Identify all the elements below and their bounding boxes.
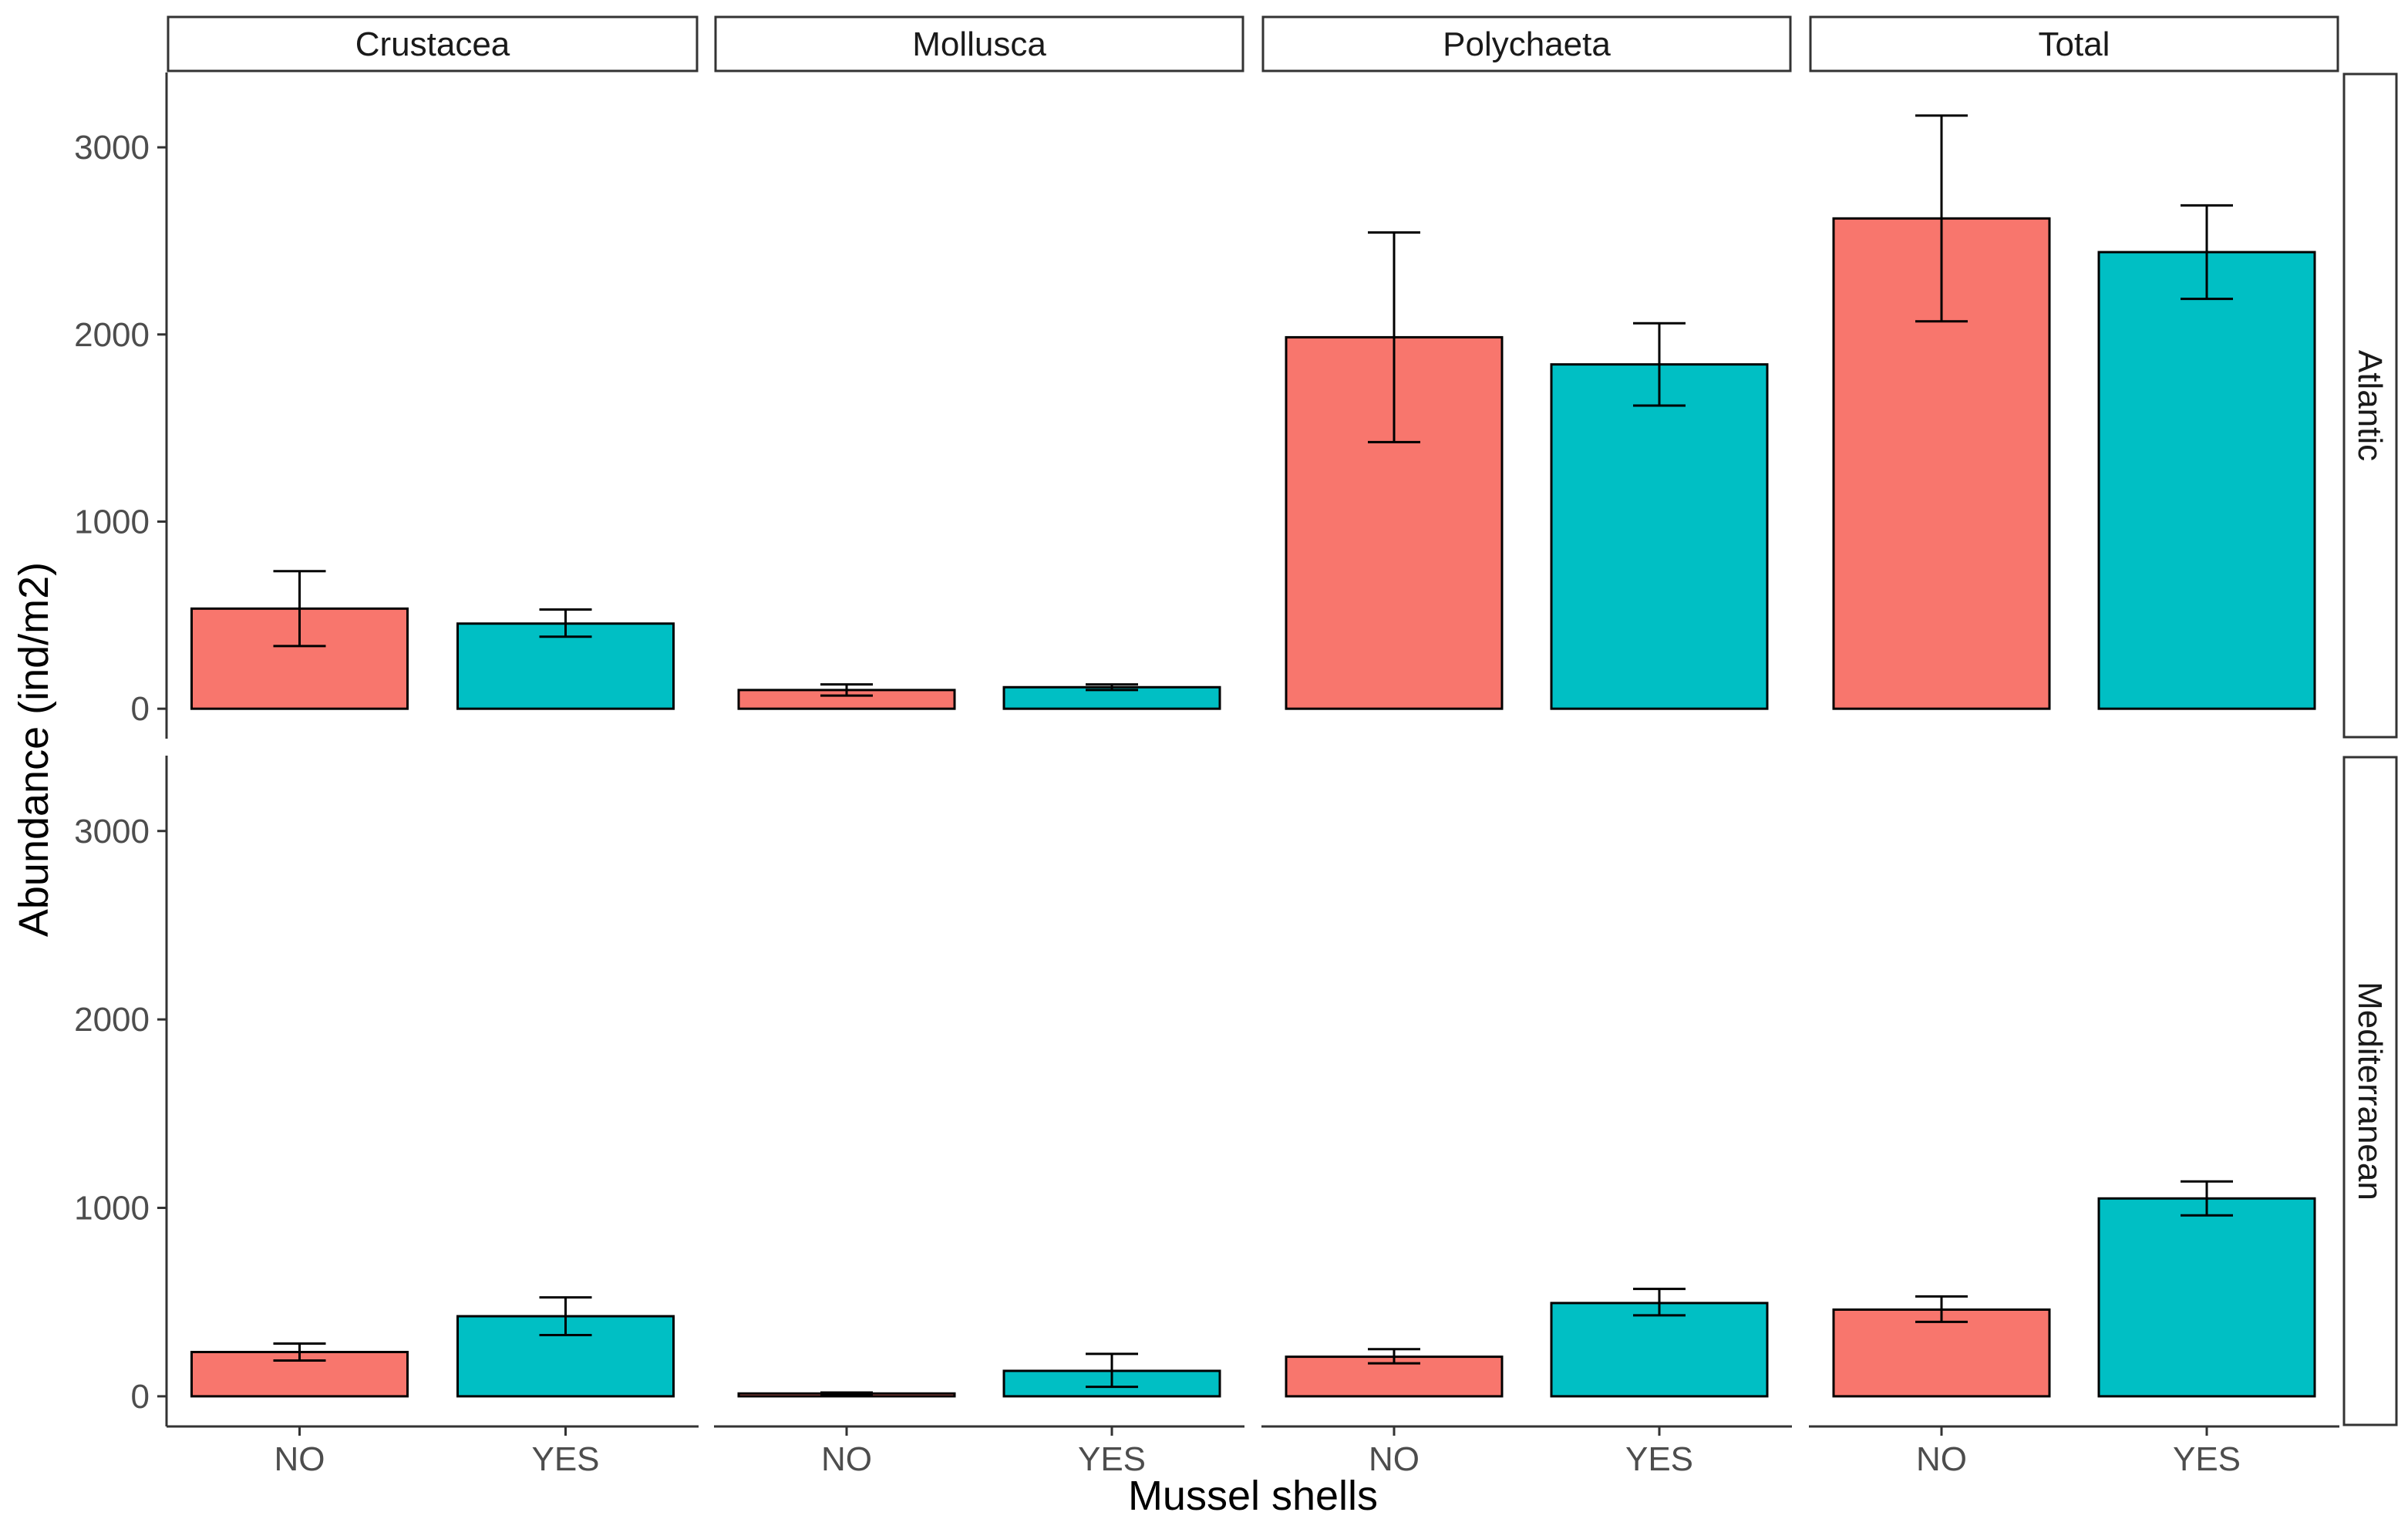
row-strip-label-mediterranean: Mediterranean [2351,982,2389,1201]
strip-box-mollusca [714,15,1244,72]
y-tick-label-atlantic-0: 0 [131,690,150,728]
strip-box-total [1809,15,2339,72]
x-tick-label-crustacea-no: NO [274,1440,325,1478]
x-tick-label-total-yes: YES [2173,1440,2241,1478]
x-axis-title: Mussel shells [1128,1473,1378,1519]
x-tick-label-total-no: NO [1916,1440,1967,1478]
strip-label-polychaeta: Polychaeta [1443,25,1611,63]
row-strip-box-atlantic [2342,72,2398,739]
x-tick-label-mollusca-yes: YES [1078,1440,1146,1478]
y-tick-label-atlantic-3000: 3000 [74,129,150,167]
y-tick-label-atlantic-1000: 1000 [74,503,150,541]
y-tick-label-mediterranean-3000: 3000 [74,813,150,850]
y-tick-label-mediterranean-0: 0 [131,1378,150,1416]
strip-box-crustacea [167,15,699,72]
x-tick-label-mollusca-no: NO [821,1440,872,1478]
strip-box-polychaeta [1261,15,1792,72]
x-tick-label-polychaeta-no: NO [1369,1440,1420,1478]
row-strip-box-mediterranean [2342,756,2398,1426]
bar-mediterranean-polychaeta-yes [1550,1302,1769,1398]
y-axis-title: Abundance (ind/m2) [11,562,57,937]
strip-label-crustacea: Crustacea [355,25,510,63]
bar-mediterranean-total-no [1832,1308,2051,1398]
bar-mediterranean-total-yes [2097,1197,2316,1398]
x-tick-label-polychaeta-yes: YES [1625,1440,1693,1478]
bar-atlantic-polychaeta-yes [1550,363,1769,710]
strip-label-mollusca: Mollusca [912,25,1046,63]
y-tick-label-mediterranean-1000: 1000 [74,1190,150,1228]
row-strip-label-atlantic: Atlantic [2351,350,2389,461]
y-tick-label-mediterranean-2000: 2000 [74,1001,150,1039]
y-tick-label-atlantic-2000: 2000 [74,316,150,354]
x-tick-label-crustacea-yes: YES [531,1440,599,1478]
bar-atlantic-total-yes [2097,251,2316,710]
strip-label-total: Total [2039,25,2110,63]
